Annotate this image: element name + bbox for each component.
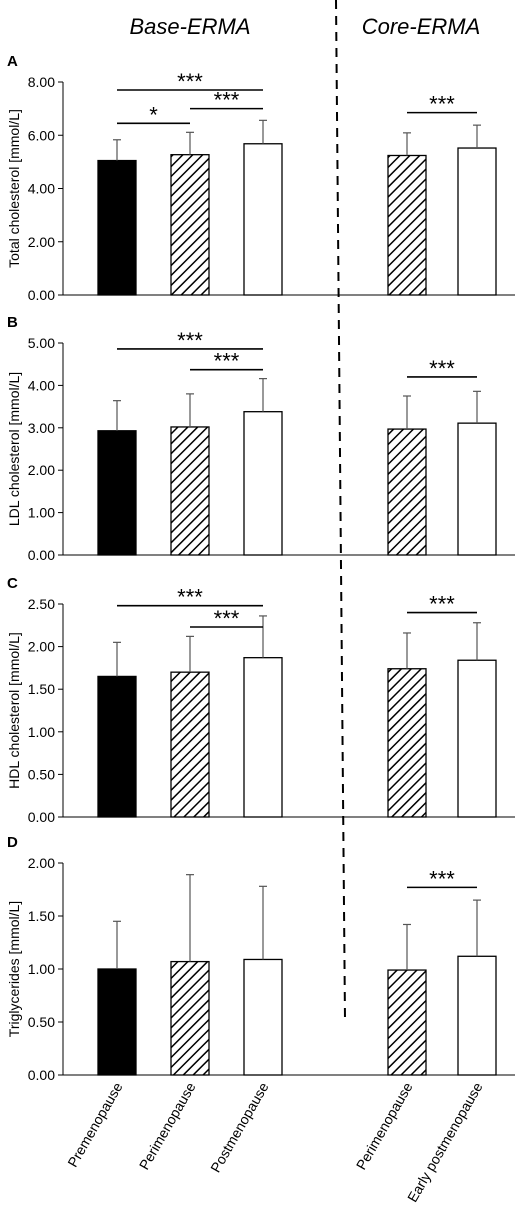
y-tick-label: 1.00: [28, 724, 55, 740]
bar: [97, 159, 137, 296]
y-tick-label: 0.50: [28, 766, 55, 782]
bar: [243, 143, 283, 296]
bar: [97, 675, 137, 818]
bar: [457, 659, 497, 818]
bar: [170, 426, 210, 556]
significance-label: ***: [214, 606, 240, 631]
bar: [170, 671, 210, 818]
panel-letter: C: [7, 575, 18, 592]
bar: [387, 428, 427, 556]
x-category-label: Postmenopause: [207, 1079, 272, 1175]
bar: [170, 154, 210, 296]
y-tick-label: 0.00: [28, 287, 55, 303]
panel-b: B LDL cholesterol [mmol/L] 0.00 1.00 2.00 3.0…: [6, 314, 515, 563]
y-tick-label: 0.00: [28, 1067, 55, 1083]
bar: [243, 411, 283, 556]
y-tick-label: 0.50: [28, 1014, 55, 1030]
bar: [457, 955, 497, 1076]
y-axis-label: LDL cholesterol [mmol/L]: [6, 372, 22, 526]
panel-a: A Total cholesterol [mmol/L] 0.00 2.00 4.00 6…: [6, 53, 515, 303]
significance-label: ***: [214, 349, 240, 374]
significance-label: ***: [177, 69, 203, 94]
x-category-label: Perimenopause: [136, 1079, 199, 1172]
significance-label: ***: [214, 88, 240, 113]
y-tick-label: 0.00: [28, 809, 55, 825]
panel-letter: B: [7, 314, 18, 331]
bar: [457, 147, 497, 296]
y-tick-label: 3.00: [28, 420, 55, 436]
bar: [457, 422, 497, 556]
y-tick-label: 8.00: [28, 74, 55, 90]
panel-letter: D: [7, 834, 18, 851]
panel-c: C HDL cholesterol [mmol/L] 0.00 0.50 1.00 1.5…: [6, 575, 515, 825]
significance-label: ***: [429, 92, 455, 117]
y-tick-label: 1.50: [28, 681, 55, 697]
bar: [243, 958, 283, 1076]
significance-label: ***: [429, 592, 455, 617]
significance-label: ***: [429, 356, 455, 381]
header-core-erma: Core-ERMA: [362, 14, 481, 39]
y-tick-label: 5.00: [28, 335, 55, 351]
y-tick-label: 2.50: [28, 596, 55, 612]
y-tick-label: 0.00: [28, 547, 55, 563]
bar: [97, 430, 137, 556]
significance-label: *: [149, 102, 158, 127]
bar: [387, 668, 427, 818]
y-tick-label: 2.00: [28, 855, 55, 871]
bar: [387, 154, 427, 296]
x-category-label: Premenopause: [64, 1079, 125, 1169]
bar: [170, 960, 210, 1076]
bar: [387, 969, 427, 1076]
x-axis-labels: Premenopause Perimenopause Postmenopause Pe…: [64, 1079, 485, 1204]
y-tick-label: 1.00: [28, 961, 55, 977]
y-axis-label: Total cholesterol [mmol/L]: [6, 109, 22, 268]
y-tick-label: 2.00: [28, 234, 55, 250]
y-tick-label: 4.00: [28, 181, 55, 197]
y-tick-label: 6.00: [28, 127, 55, 143]
y-tick-label: 1.50: [28, 908, 55, 924]
x-category-label: Early postmenopause: [404, 1079, 486, 1204]
significance-label: ***: [177, 328, 203, 353]
y-tick-label: 4.00: [28, 377, 55, 393]
bar: [243, 657, 283, 818]
significance-label: ***: [177, 585, 203, 610]
y-axis-label: Triglycerides [mmol/L]: [6, 901, 22, 1037]
panel-d: D Triglycerides [mmol/L] 0.00 0.50 1.00 1.50 2…: [6, 834, 515, 1083]
x-category-label: Perimenopause: [353, 1079, 416, 1172]
y-tick-label: 2.00: [28, 639, 55, 655]
header-base-erma: Base-ERMA: [129, 14, 250, 39]
significance-label: ***: [429, 866, 455, 891]
group-divider-dashed-line: [335, 0, 346, 1021]
y-axis-label: HDL cholesterol [mmol/L]: [6, 632, 22, 789]
panels: A Total cholesterol [mmol/L] 0.00 2.00 4.00 6…: [6, 53, 515, 1083]
bar: [97, 968, 137, 1076]
panel-letter: A: [7, 53, 18, 70]
y-tick-label: 1.00: [28, 505, 55, 521]
y-tick-label: 2.00: [28, 462, 55, 478]
